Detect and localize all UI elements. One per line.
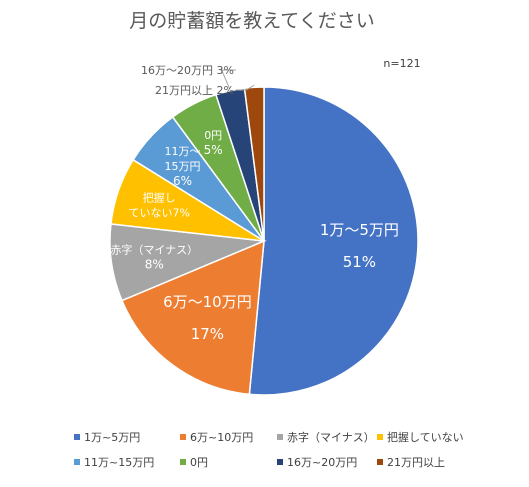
- legend-swatch-4: [377, 434, 383, 440]
- sample-size-note: n=121: [383, 57, 420, 70]
- legend-swatch-6: [180, 459, 186, 465]
- legend-swatch-1: [74, 434, 80, 440]
- data-label-6-2: 5%: [204, 143, 223, 157]
- legend-swatch-5: [74, 459, 80, 465]
- external-label-7: 16万～20万円 3%: [141, 64, 234, 77]
- legend-swatch-3: [277, 434, 283, 440]
- slice-label-5-2: 15万円: [165, 160, 201, 173]
- legend-label-8: 21万円以上: [387, 456, 445, 469]
- slice-label-5-1: 11万～: [165, 145, 201, 158]
- slice-label-6-1: 0円: [204, 129, 222, 142]
- legend-label-1: 1万~5万円: [84, 431, 140, 444]
- data-label-3-2: 8%: [145, 257, 164, 271]
- chart-title: 月の貯蓄額を教えてください: [129, 10, 374, 32]
- slice-8: [243, 86, 265, 242]
- legend-swatch-8: [377, 459, 383, 465]
- external-label-8: 21万円以上 2%: [155, 84, 234, 97]
- slice-1: [248, 86, 419, 396]
- legend-swatch-2: [180, 434, 186, 440]
- legend-label-4: 把握していない: [387, 430, 464, 444]
- legend-label-2: 6万~10万円: [190, 431, 253, 444]
- slice-label-4-1: 把握し: [143, 190, 176, 204]
- legend-swatch-7: [277, 459, 283, 465]
- slice-label-4-2: ていない7%: [128, 206, 189, 219]
- legend-label-3: 赤字（マイナス）: [287, 430, 375, 444]
- slice-label-1-1: 1万～5万円: [320, 221, 399, 239]
- legend-label-6: 0円: [190, 456, 208, 469]
- slice-label-3-1: 赤字（マイナス）: [110, 242, 198, 256]
- slice-2: [120, 239, 265, 396]
- data-label-5-3: 6%: [173, 174, 192, 188]
- legend-label-7: 16万~20万円: [287, 456, 357, 469]
- leader-line-7: [220, 69, 236, 90]
- legend-label-5: 11万~15万円: [84, 456, 154, 469]
- data-label-2-2: 17%: [191, 325, 224, 343]
- leader-line-8: [236, 84, 255, 91]
- data-label-1-2: 51%: [343, 253, 376, 271]
- slice-label-2-1: 6万～10万円: [163, 293, 252, 311]
